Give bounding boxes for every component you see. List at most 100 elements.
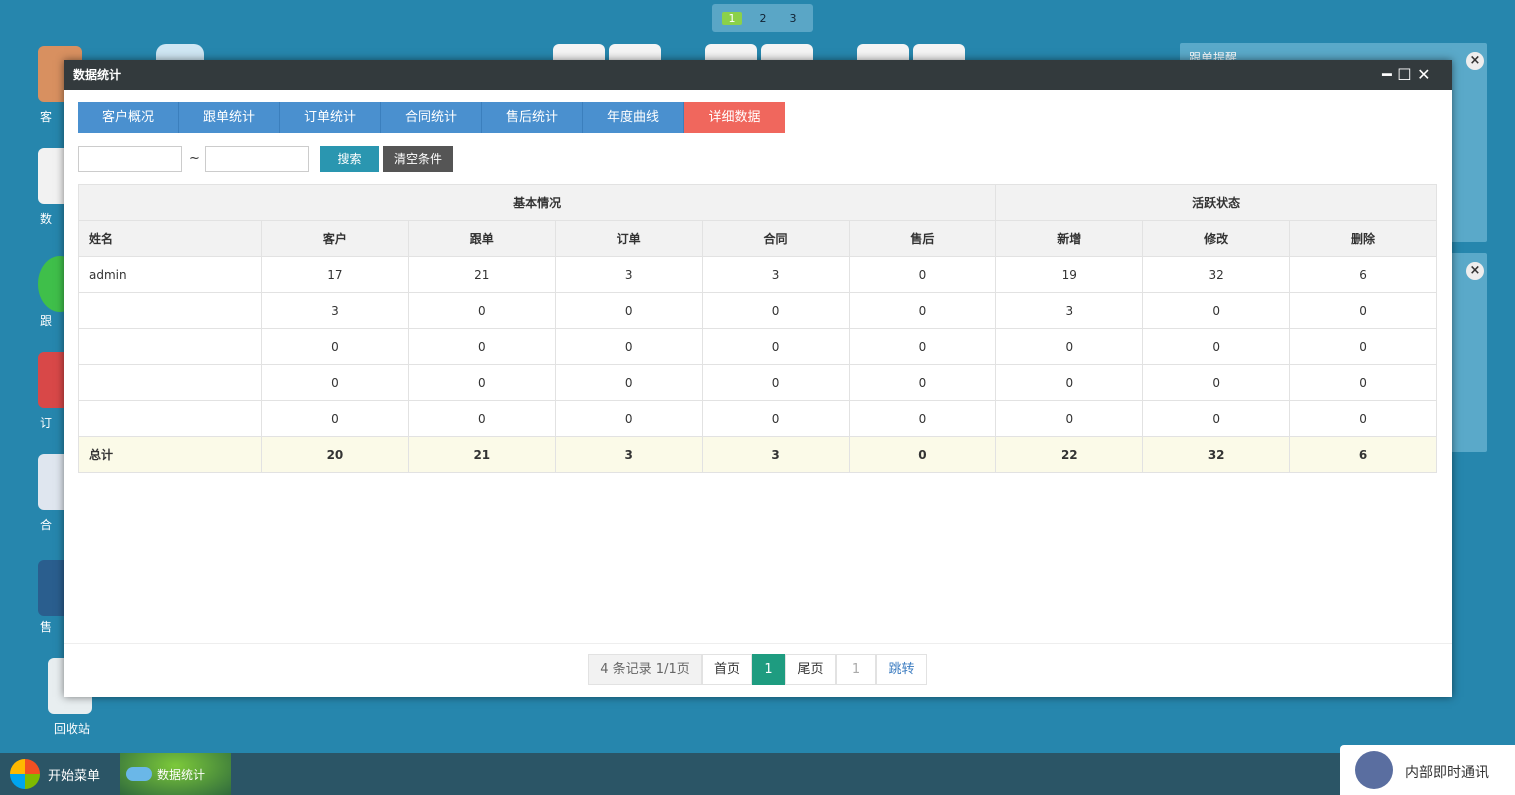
table-cell: 0	[1289, 328, 1437, 365]
total-row: 总计 20 21 3 3 0 22 32 6	[78, 436, 1437, 473]
table-cell: admin	[78, 256, 262, 293]
current-page[interactable]: 1	[752, 654, 785, 685]
tab[interactable]: 客户概况	[78, 102, 179, 133]
date-input[interactable]	[78, 146, 182, 172]
table-cell	[78, 364, 262, 401]
table-cell: 0	[995, 328, 1144, 365]
window: 数据统计 ━ ☐ ✕ 客户概况 跟单统计 订单统计 合同统计 售后统计 年度曲线 详细数据 …	[64, 60, 1452, 697]
column-header: 姓名	[78, 220, 262, 257]
table-cell: 0	[554, 328, 703, 365]
start-menu[interactable]: 开始菜单	[48, 769, 101, 784]
window-controls[interactable]: ━ ☐ ✕	[1382, 65, 1431, 84]
clear-button[interactable]: 清空条件	[383, 146, 453, 172]
total-cell: 6	[1289, 436, 1437, 473]
table-cell: 0	[407, 328, 556, 365]
tab[interactable]: 详细数据	[684, 102, 785, 133]
total-cell: 总计	[78, 436, 262, 473]
jump-button[interactable]: 跳转	[876, 654, 927, 685]
task-label: 数据统计	[157, 768, 206, 782]
table-cell: 17	[261, 256, 409, 293]
table-cell: 0	[1289, 364, 1437, 401]
table-cell: 32	[1142, 256, 1291, 293]
page-input[interactable]: 1	[836, 654, 876, 685]
stats-table: 基本情况 活跃状态 姓名 客户 跟单 订单 合同 售后 新增 修改 删除 admin 17 21 3 3 0 19…	[77, 184, 1437, 473]
table-cell: 3	[261, 292, 409, 329]
table-cell: 0	[1142, 364, 1291, 401]
table-cell: 0	[1289, 400, 1437, 437]
table-cell: 0	[701, 400, 850, 437]
first-page[interactable]: 首页	[702, 654, 752, 685]
table-cell	[78, 328, 262, 365]
table-cell: 0	[848, 364, 997, 401]
table-cell: 0	[995, 364, 1144, 401]
total-cell: 3	[701, 436, 850, 473]
taskbar: 开始菜单 数据统计	[0, 753, 1515, 795]
table-cell: 3	[701, 256, 850, 293]
table-cell: 0	[554, 400, 703, 437]
footer-divider	[64, 643, 1452, 644]
tab[interactable]: 年度曲线	[583, 102, 684, 133]
tab[interactable]: 合同统计	[381, 102, 482, 133]
icon-label: 客	[40, 110, 53, 124]
desktop-pager: 1 2 3	[712, 4, 813, 32]
table-cell: 0	[261, 364, 409, 401]
table-cell: 0	[848, 328, 997, 365]
pager-button[interactable]: 1	[722, 11, 742, 25]
chat-avatar	[1355, 751, 1393, 789]
cloud-icon	[156, 44, 204, 64]
total-cell: 3	[554, 436, 703, 473]
date-input[interactable]	[205, 146, 309, 172]
table-cell: 0	[701, 292, 850, 329]
column-header: 售后	[848, 220, 997, 257]
total-cell: 20	[261, 436, 409, 473]
table-cell	[78, 292, 262, 329]
pager-button[interactable]: 2	[759, 11, 767, 25]
group-header-row: 基本情况 活跃状态	[77, 184, 1437, 221]
total-cell: 32	[1142, 436, 1291, 473]
close-button[interactable]: ×	[1466, 52, 1484, 70]
pager-button[interactable]: 3	[789, 11, 797, 25]
total-cell: 0	[848, 436, 997, 473]
range-separator: ~	[189, 151, 200, 166]
table-cell: 0	[554, 292, 703, 329]
icon-label: 售	[40, 620, 53, 634]
table-cell: 3	[554, 256, 703, 293]
record-count: 4 条记录 1/1页	[588, 654, 702, 685]
column-header: 客户	[261, 220, 409, 257]
icon-label: 合	[40, 518, 53, 532]
icon-label: 回收站	[54, 722, 91, 736]
table-cell: 0	[848, 256, 997, 293]
table-cell: 0	[1142, 292, 1291, 329]
tab[interactable]: 售后统计	[482, 102, 583, 133]
search-button[interactable]: 搜索	[320, 146, 379, 172]
window-title: 数据统计	[73, 68, 122, 82]
icon-label: 订	[40, 416, 53, 430]
table-cell: 21	[407, 256, 556, 293]
last-page[interactable]: 尾页	[785, 654, 836, 685]
window-titlebar: 数据统计 ━ ☐ ✕	[64, 60, 1452, 90]
start-logo[interactable]	[10, 759, 40, 789]
chat-label: 内部即时通讯	[1405, 765, 1489, 781]
column-header: 新增	[995, 220, 1144, 257]
header-row: 姓名 客户 跟单 订单 合同 售后 新增 修改 删除	[78, 220, 1437, 257]
column-header: 跟单	[407, 220, 556, 257]
table-cell: 0	[701, 364, 850, 401]
close-button[interactable]: ×	[1466, 262, 1484, 280]
table-cell: 0	[407, 292, 556, 329]
tab[interactable]: 跟单统计	[179, 102, 280, 133]
table-cell: 0	[701, 328, 850, 365]
chat-widget[interactable]: 内部即时通讯	[1340, 745, 1515, 795]
column-header: 订单	[554, 220, 703, 257]
group-header: 基本情况	[77, 184, 997, 221]
table-cell: 19	[995, 256, 1144, 293]
table-cell: 0	[1142, 400, 1291, 437]
tab[interactable]: 订单统计	[280, 102, 381, 133]
icon-label: 跟	[40, 314, 53, 328]
table-cell: 0	[407, 364, 556, 401]
task-item[interactable]: 数据统计	[120, 753, 231, 795]
table-cell: 0	[848, 292, 997, 329]
